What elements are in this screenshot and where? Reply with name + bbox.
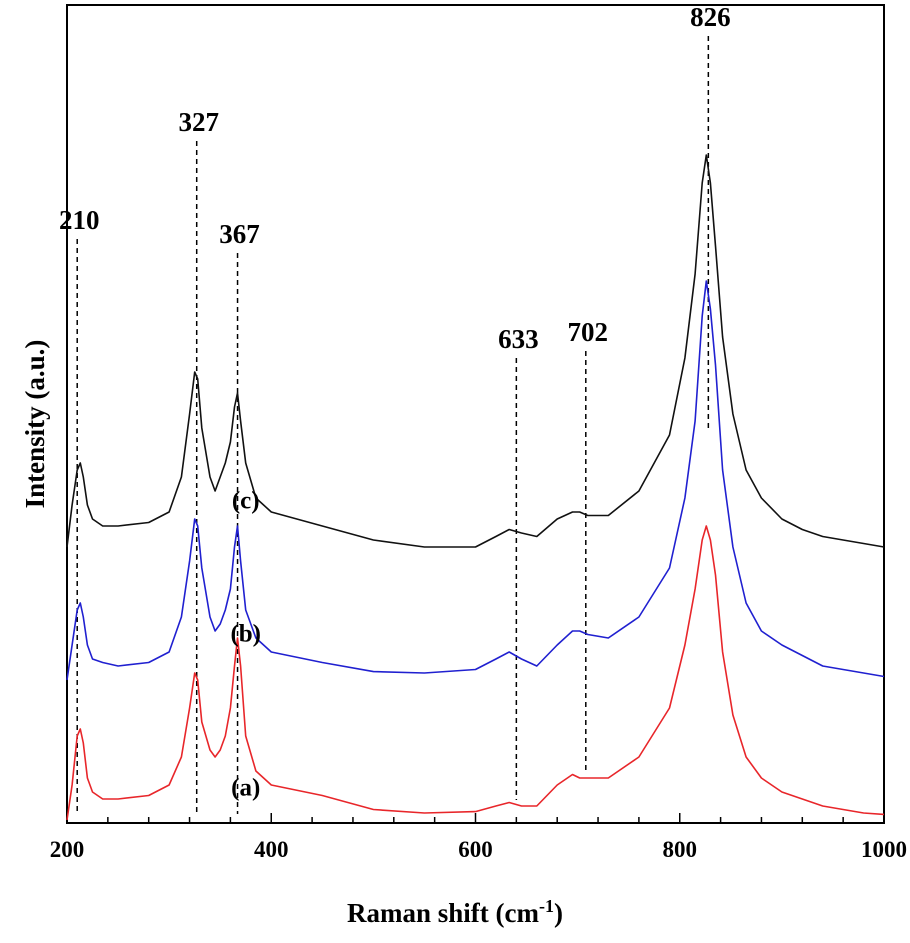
peak-label: 210 — [59, 205, 100, 235]
series-line — [66, 525, 885, 821]
x-axis-title: Raman shift (cm-1) — [347, 896, 563, 928]
x-tick-label: 1000 — [861, 837, 907, 862]
x-tick-label: 200 — [50, 837, 85, 862]
peak-label: 633 — [498, 324, 539, 354]
series-label: (b) — [230, 621, 261, 648]
peak-label: 702 — [568, 317, 609, 347]
peak-label: 826 — [690, 2, 731, 32]
x-tick-label: 800 — [663, 837, 698, 862]
x-ticks: 200 400 600 800 1000 — [50, 813, 907, 862]
series-label: (a) — [231, 775, 260, 802]
x-axis-title-sup: -1 — [539, 896, 554, 916]
series-label: (c) — [232, 488, 260, 515]
series-line — [66, 280, 885, 681]
peak-label: 327 — [178, 107, 219, 137]
series-line — [66, 154, 885, 548]
peak-annotations: 210 327 367 633 702 826 — [59, 2, 731, 814]
series-group: (a) (b) (c) — [66, 154, 885, 821]
peak-label: 367 — [219, 219, 260, 249]
x-tick-label: 600 — [458, 837, 493, 862]
y-axis-title: Intensity (a.u.) — [20, 340, 50, 509]
x-tick-label: 400 — [254, 837, 289, 862]
